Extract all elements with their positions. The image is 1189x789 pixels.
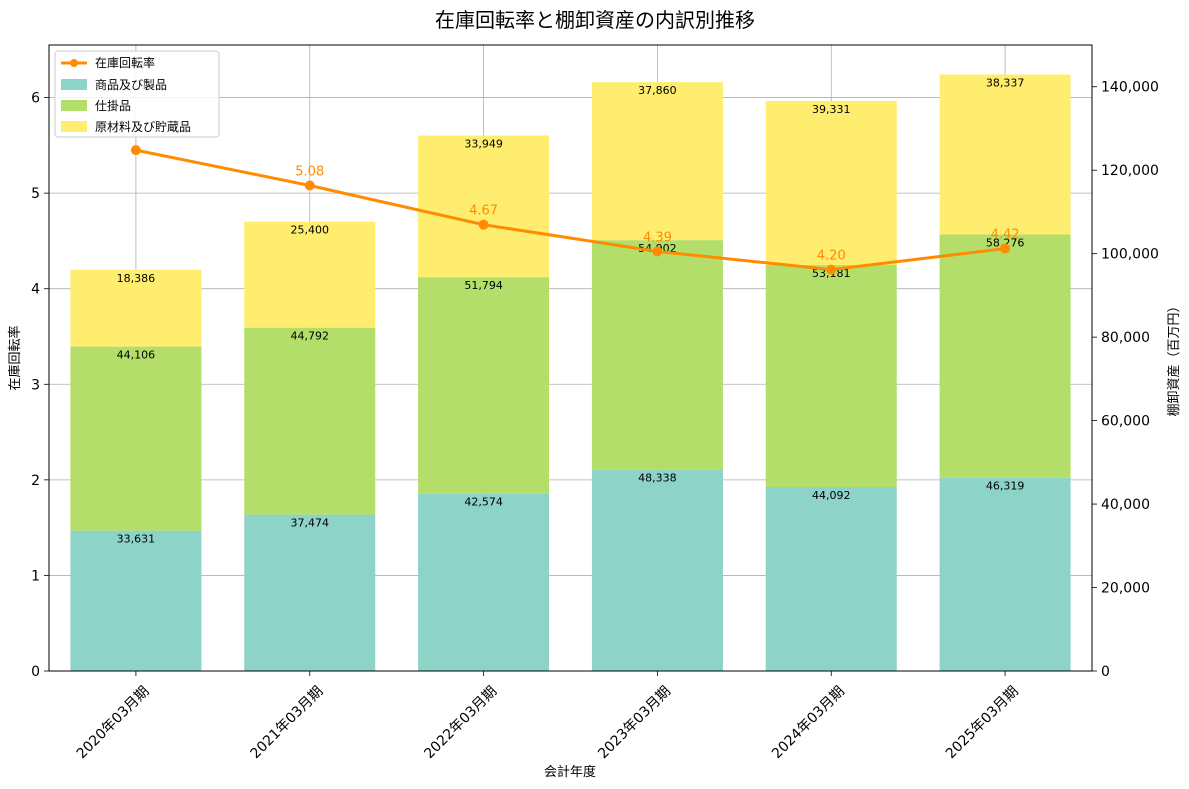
turnover-line: 5.08 4.67 4.39 4.20 4.42 (130, 145, 1020, 275)
y2-tick-label: 140,000 (1101, 80, 1159, 96)
bar-data-label: 33,631 (117, 533, 156, 546)
bar-1-4 (765, 265, 897, 487)
bar-data-label: 44,792 (291, 330, 330, 343)
turnover-point (130, 145, 141, 156)
bar-1-1 (244, 327, 376, 515)
turnover-point (826, 264, 837, 275)
bar-data-label: 25,400 (291, 224, 330, 237)
bar-data-label: 44,092 (812, 489, 851, 502)
y-tick-label: 3 (31, 377, 40, 393)
x-tick-label: 2025年03月期 (943, 683, 1022, 762)
legend-label: 在庫回転率 (95, 55, 155, 70)
y-tick-label: 0 (31, 664, 40, 680)
plot-frame (48, 44, 1093, 672)
legend-label: 原材料及び貯蔵品 (95, 120, 191, 134)
bar-0-2 (418, 493, 550, 671)
legend-line-marker (70, 59, 78, 67)
bar-0-0 (70, 530, 202, 671)
legend-swatch (61, 121, 87, 132)
bar-0-3 (591, 469, 723, 671)
turnover-data-label: 4.42 (991, 228, 1020, 243)
turnover-point (652, 246, 663, 257)
legend-label: 商品及び製品 (95, 77, 167, 92)
x-tick-label: 2024年03月期 (769, 683, 848, 762)
y-axis-label: 在庫回転率 (7, 325, 23, 390)
y2-tick-label: 20,000 (1101, 581, 1150, 597)
y2-tick-label: 100,000 (1101, 247, 1159, 263)
bar-data-labels: 33,631 37,474 42,574 48,338 44,092 46,319 44,1… (117, 76, 1025, 545)
bar-2-2 (418, 135, 550, 278)
bar-0-4 (765, 486, 897, 671)
bar-data-label: 42,574 (464, 495, 503, 508)
turnover-point (478, 219, 489, 230)
x-tick-label: 2020年03月期 (74, 683, 153, 762)
y-tick-label: 1 (31, 568, 40, 584)
turnover-data-label: 5.08 (295, 164, 324, 179)
bar-data-label: 37,860 (638, 84, 677, 97)
y-tick-label: 5 (31, 186, 40, 202)
bar-2-3 (591, 82, 723, 241)
legend-box (54, 50, 220, 138)
bar-data-label: 48,338 (638, 471, 677, 484)
legend-swatch (61, 79, 87, 90)
turnover-data-label: 4.67 (469, 204, 498, 219)
y2-tick-label: 60,000 (1101, 414, 1150, 430)
y-tick-label: 4 (31, 282, 40, 298)
legend-swatch (61, 100, 87, 111)
turnover-point (304, 180, 315, 191)
bar-1-2 (418, 277, 550, 494)
turnover-data-label: 4.39 (643, 230, 672, 245)
bar-0-1 (244, 514, 376, 671)
x-tick-label: 2023年03月期 (595, 683, 674, 762)
bar-2-1 (244, 221, 376, 328)
y-tick-label: 2 (31, 473, 40, 489)
grid (49, 45, 1092, 672)
bar-data-label: 46,319 (986, 480, 1025, 493)
bar-data-label: 37,474 (291, 517, 330, 530)
bar-data-label: 58,276 (986, 236, 1025, 249)
legend-label: 仕掛品 (95, 98, 131, 113)
turnover-point (1000, 243, 1011, 254)
x-tick-label: 2022年03月期 (421, 683, 500, 762)
bar-2-0 (70, 269, 202, 347)
bar-2-4 (765, 100, 897, 266)
y2-tick-label: 0 (1101, 664, 1110, 680)
bar-1-0 (70, 346, 202, 531)
bar-1-3 (591, 240, 723, 470)
x-tick-label: 2021年03月期 (248, 683, 327, 762)
y2-axis-label: 棚卸資産（百万円） (1166, 299, 1182, 416)
y2-tick-label: 120,000 (1101, 163, 1159, 179)
y2-tick-label: 40,000 (1101, 497, 1150, 513)
bar-2-5 (939, 74, 1071, 235)
x-axis-label: 会計年度 (544, 764, 596, 780)
bar-data-label: 33,949 (464, 137, 503, 150)
bar-data-label: 18,386 (117, 272, 156, 285)
bar-data-label: 38,337 (986, 76, 1025, 89)
chart-title: 在庫回転率と棚卸資産の内訳別推移 (435, 8, 755, 32)
y2-tick-label: 80,000 (1101, 330, 1150, 346)
bar-1-5 (939, 234, 1071, 478)
turnover-polyline (135, 148, 1006, 272)
bar-data-label: 44,106 (117, 349, 156, 362)
turnover-data-label: 4.20 (817, 249, 846, 264)
bar-data-label: 51,794 (464, 279, 503, 292)
y-tick-label: 6 (31, 91, 40, 107)
bar-data-label: 39,331 (812, 103, 851, 116)
bar-series (70, 74, 1071, 671)
bar-0-5 (939, 477, 1071, 671)
